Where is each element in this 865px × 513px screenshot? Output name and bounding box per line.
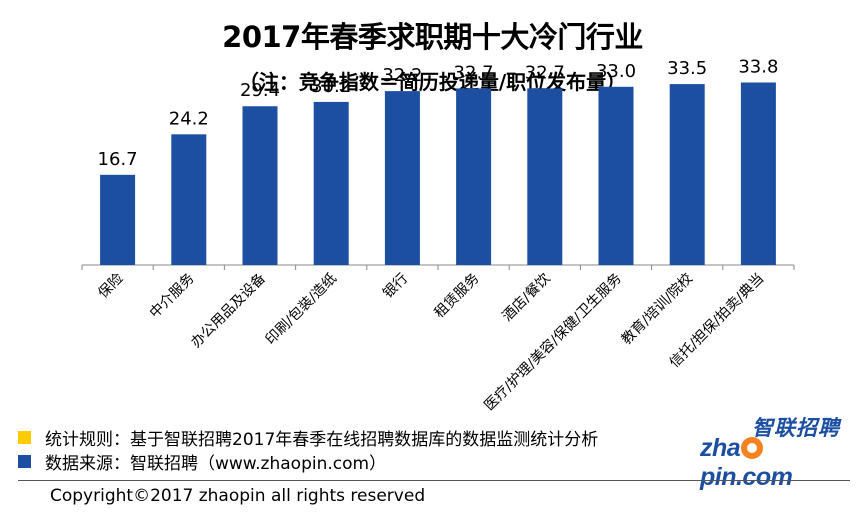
bar [456, 88, 492, 265]
notes: 统计规则：基于智联招聘2017年春季在线招聘数据库的数据监测统计分析 数据来源：… [18, 426, 668, 474]
data-label: 32.7 [525, 62, 565, 83]
category-label: 教育/培训/院校 [618, 270, 696, 348]
data-label: 33.0 [596, 61, 636, 82]
category-label: 医疗/护理/美容/保健/卫生服务 [481, 270, 625, 414]
data-label: 33.8 [738, 56, 778, 77]
bar [740, 82, 776, 265]
logo-en-left: zha [700, 434, 741, 462]
note-text: 统计规则：基于智联招聘2017年春季在线招聘数据库的数据监测统计分析 [45, 429, 599, 449]
data-label: 24.2 [169, 108, 209, 129]
category-label: 印刷/包装/造纸 [263, 271, 340, 348]
category-label: 办公用品及设备 [188, 270, 269, 351]
note-item: 统计规则：基于智联招聘2017年春季在线招聘数据库的数据监测统计分析 [18, 426, 668, 448]
chart-title: 2017年春季求职期十大冷门行业 [222, 20, 643, 54]
bar [598, 86, 634, 265]
logo-dot-icon [741, 437, 764, 459]
yellow-square-icon [18, 430, 31, 444]
data-label: 32.2 [382, 65, 422, 86]
note-text: 数据来源：智联招聘（www.zhaopin.com） [45, 453, 387, 474]
bar [384, 91, 420, 266]
bar [100, 174, 136, 265]
bar [242, 106, 278, 266]
blue-square-icon [18, 454, 31, 468]
data-label: 33.5 [667, 58, 707, 79]
bar [171, 134, 207, 265]
bar-chart: 16.7 保险 24.2 中介服务 29.4 办公用品及设备 30.2 印刷/包装/造纸 32.… [81, 56, 795, 414]
note-item: 数据来源：智联招聘（www.zhaopin.com） [18, 448, 668, 474]
logo-en-right: pin.com [700, 463, 793, 491]
zhaopin-logo-icon: 智联招聘 zhapin.com [696, 412, 846, 491]
category-label: 中介服务 [147, 271, 198, 322]
bar [669, 84, 705, 265]
bar [313, 101, 349, 265]
category-label: 保险 [95, 271, 126, 302]
data-label: 30.2 [311, 76, 351, 97]
data-label: 16.7 [98, 149, 138, 170]
logo-cn-text: 智联招聘 [752, 416, 840, 440]
data-label: 32.7 [454, 62, 494, 83]
copyright-text: Copyright©2017 zhaopin all rights reserv… [50, 486, 426, 506]
category-label: 银行 [380, 271, 411, 302]
category-label: 租赁服务 [432, 271, 483, 322]
data-label: 29.4 [240, 80, 280, 101]
category-label: 酒店/餐饮 [499, 271, 553, 325]
bar [527, 88, 563, 265]
logo-en-text: zhapin.com [700, 434, 846, 492]
footer-divider [18, 480, 850, 481]
